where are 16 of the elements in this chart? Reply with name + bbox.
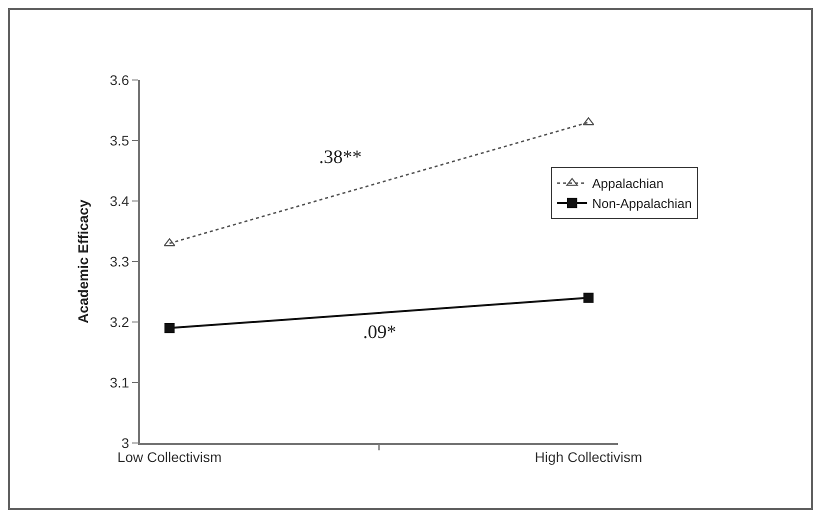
x-tick-label: High Collectivism [534,448,642,465]
legend-label: Non-Appalachian [592,196,692,212]
y-tick-label: 3.2 [110,314,130,330]
point [583,292,594,303]
x-tick-label: Low Collectivism [117,448,222,465]
annotation: .09* [363,322,396,343]
y-tick-label: 3.5 [110,132,130,148]
y-axis-title: Academic Efficacy [74,199,91,324]
annotation: .38** [319,147,362,168]
y-tick-label: 3.3 [110,253,130,270]
y-tick-label: 3 [121,434,130,451]
y-tick-label: 3.1 [110,374,130,390]
y-tick-label: 3.6 [110,72,130,88]
legend-label: Appalachian [592,176,664,192]
point [164,322,175,334]
y-tick-label: 3.4 [110,192,130,209]
